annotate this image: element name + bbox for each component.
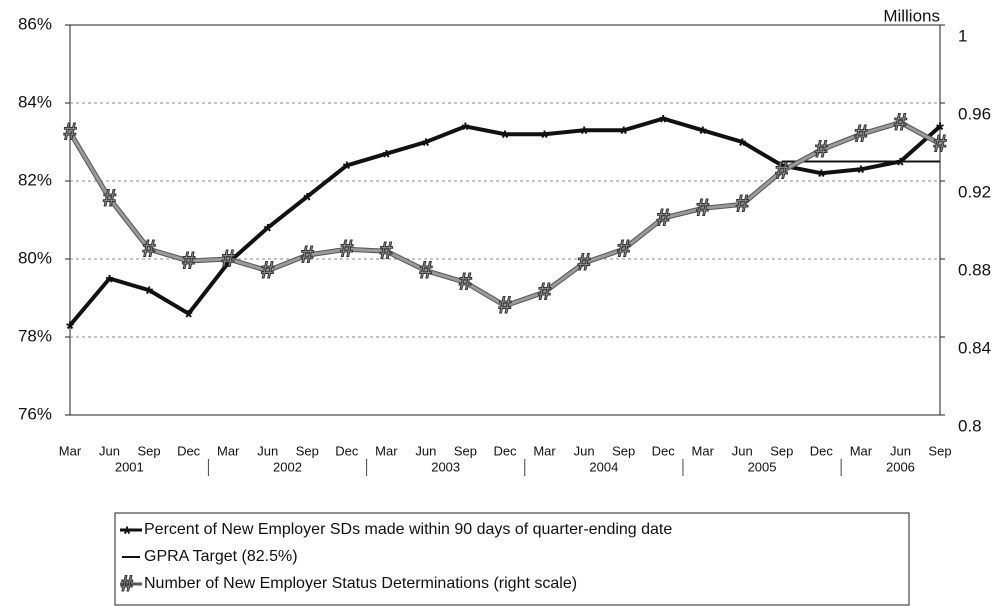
series-marker: # <box>103 185 116 212</box>
x-tick-label: Mar <box>850 443 873 458</box>
x-tick-label: Jun <box>415 443 436 458</box>
year-label: 2006 <box>886 459 915 474</box>
x-tick-label: Dec <box>652 443 676 458</box>
series-marker: # <box>261 257 274 284</box>
series-marker: # <box>538 278 551 305</box>
series-marker: # <box>459 269 472 296</box>
year-label: 2001 <box>115 459 144 474</box>
legend-label: Number of New Employer Status Determinat… <box>144 575 577 592</box>
series-marker: # <box>815 136 828 163</box>
plot-frame <box>69 24 941 416</box>
x-tick-label: Sep <box>138 443 161 458</box>
y2-tick-label: 0.96 <box>958 104 991 123</box>
y-tick-label: 80% <box>18 248 52 267</box>
x-tick-label: Mar <box>692 443 715 458</box>
series-marker: # <box>380 238 393 265</box>
legend-marker: * <box>123 523 131 545</box>
series-marker: * <box>106 272 114 294</box>
series-marker: # <box>617 236 630 263</box>
series-marker: * <box>343 159 351 181</box>
y-tick-label: 82% <box>18 170 52 189</box>
x-tick-label: Mar <box>533 443 556 458</box>
series-marker: * <box>145 283 153 305</box>
series-marker: * <box>541 127 549 149</box>
y-tick-label: 86% <box>18 14 52 33</box>
x-tick-label: Sep <box>928 443 951 458</box>
x-tick-label: Mar <box>217 443 240 458</box>
series-marker: # <box>301 241 314 268</box>
series-line <box>68 116 942 327</box>
series-marker: * <box>501 127 509 149</box>
legend-label: Percent of New Employer SDs made within … <box>144 521 672 538</box>
series-marker: * <box>382 147 390 169</box>
x-tick-label: Mar <box>59 443 82 458</box>
series-marker: # <box>419 257 432 284</box>
series-marker: * <box>620 124 628 146</box>
x-tick-label: Dec <box>810 443 834 458</box>
series-marker: * <box>580 124 588 146</box>
series-marker: # <box>498 292 511 319</box>
series-marker: # <box>142 236 155 263</box>
series-marker: * <box>936 120 944 142</box>
series-marker: # <box>222 245 235 272</box>
x-tick-label: Jun <box>99 443 120 458</box>
year-label: 2003 <box>431 459 460 474</box>
series-marker: # <box>340 236 353 263</box>
series-line <box>68 120 941 308</box>
series-marker: * <box>699 124 707 146</box>
series-marker: # <box>775 158 788 185</box>
series-marker: # <box>577 249 590 276</box>
x-tick-label: Jun <box>732 443 753 458</box>
series-marker: # <box>736 191 749 218</box>
x-tick-label: Dec <box>177 443 201 458</box>
year-label: 2004 <box>589 459 618 474</box>
x-tick-label: Jun <box>890 443 911 458</box>
legend <box>114 512 910 606</box>
series-marker: # <box>894 109 907 136</box>
series-marker: * <box>857 163 865 185</box>
y2-axis-label: Millions <box>883 6 940 25</box>
series-marker: # <box>182 247 195 274</box>
x-tick-label: Sep <box>612 443 635 458</box>
series-marker: * <box>422 135 430 157</box>
x-tick-label: Mar <box>375 443 398 458</box>
series-marker: * <box>264 221 272 243</box>
year-label: 2005 <box>748 459 777 474</box>
y-tick-label: 84% <box>18 92 52 111</box>
series-marker: * <box>303 190 311 212</box>
y2-tick-label: 0.88 <box>958 260 991 279</box>
x-tick-label: Jun <box>574 443 595 458</box>
y2-tick-label: 0.84 <box>958 338 991 357</box>
legend-marker: # <box>121 571 133 596</box>
x-tick-label: Dec <box>493 443 517 458</box>
year-label: 2002 <box>273 459 302 474</box>
series-marker: * <box>185 307 193 329</box>
x-tick-label: Jun <box>257 443 278 458</box>
series-marker: * <box>659 112 667 134</box>
series-marker: # <box>933 130 946 157</box>
series-marker: # <box>657 204 670 231</box>
series-marker: * <box>738 135 746 157</box>
x-tick-label: Sep <box>454 443 477 458</box>
y2-tick-label: 1 <box>958 26 967 45</box>
series-marker: # <box>854 121 867 148</box>
series-marker: # <box>63 119 76 146</box>
series-marker: # <box>696 195 709 222</box>
series-outline <box>67 119 942 309</box>
legend-label: GPRA Target (82.5%) <box>144 548 298 565</box>
y2-tick-label: 0.92 <box>958 182 991 201</box>
series-marker: * <box>224 256 232 278</box>
series-marker: * <box>817 166 825 188</box>
y2-tick-label: 0.8 <box>958 416 982 435</box>
y-tick-label: 76% <box>18 404 52 423</box>
series-marker: * <box>66 319 74 341</box>
series-marker: * <box>897 155 905 177</box>
series-marker: * <box>462 120 470 142</box>
x-tick-label: Sep <box>296 443 319 458</box>
x-tick-label: Sep <box>770 443 793 458</box>
x-tick-label: Dec <box>335 443 359 458</box>
y-tick-label: 78% <box>18 326 52 345</box>
